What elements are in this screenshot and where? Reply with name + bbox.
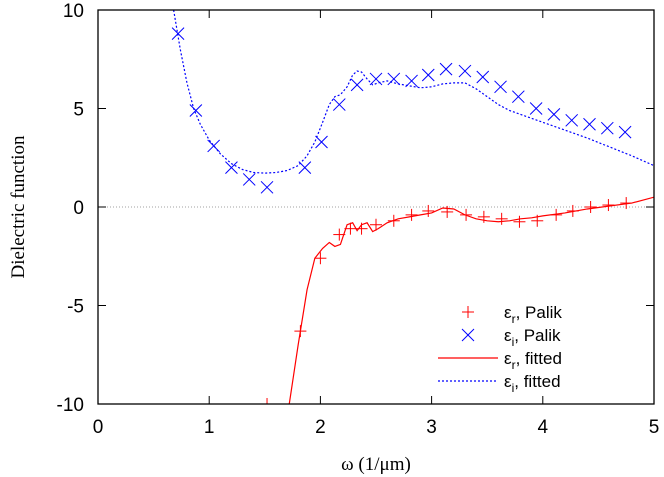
ei-palik-point	[458, 64, 472, 78]
ei-palik-point	[332, 98, 346, 111]
ei-palik-point	[494, 80, 507, 94]
ei-palik-point	[529, 102, 543, 115]
ei-palik-point	[225, 161, 238, 174]
ei-palik-point	[439, 62, 453, 76]
ei-palik-point	[547, 108, 561, 121]
er-fitted-line	[288, 196, 654, 404]
ei-fitted-line	[173, 10, 654, 174]
er-palik-point	[344, 222, 357, 235]
legend-label-ei-palik: εi, Palik	[504, 326, 561, 349]
ei-palik-point	[600, 121, 614, 135]
legend-label-er-palik: εr, Palik	[504, 303, 562, 326]
ei-palik-point	[189, 104, 203, 117]
series-1	[171, 27, 632, 194]
ei-palik-point	[260, 180, 274, 194]
ei-palik-point	[565, 113, 579, 127]
er-palik-point	[495, 212, 508, 225]
x-tick-label: 1	[204, 417, 215, 438]
ei-palik-point	[350, 78, 364, 92]
legend: εr, Palik εi, Palik εr, fitted εi, fitte…	[438, 303, 562, 395]
x-axis-title: ω (1/μm)	[341, 454, 411, 475]
ei-palik-point	[315, 135, 328, 149]
x-tick-label: 0	[93, 417, 104, 438]
legend-swatches	[438, 306, 498, 382]
series-layer	[171, 10, 654, 404]
y-tick-label: 10	[63, 1, 84, 22]
y-tick-label: -10	[57, 395, 84, 416]
er-palik-point	[584, 201, 597, 213]
series-3	[173, 10, 654, 174]
legend-label-ei-fitted: εi, fitted	[504, 372, 561, 395]
x-tick-label: 2	[315, 417, 326, 438]
ei-palik-point	[242, 173, 256, 186]
ei-palik-point	[387, 72, 401, 86]
y-axis-title: Dielectric function	[8, 135, 29, 278]
ei-palik-point	[583, 117, 596, 131]
axis-ticks	[97, 9, 655, 405]
y-tick-label: 5	[73, 100, 84, 121]
er-palik-point	[314, 252, 327, 265]
y-tick-label: -5	[67, 297, 84, 318]
ei-palik-point	[405, 74, 418, 88]
x-tick-label: 4	[538, 417, 549, 438]
legend-swatch-plus	[462, 306, 474, 318]
series-2	[288, 196, 654, 404]
legend-label-er-fitted: εr, fitted	[504, 349, 562, 372]
er-palik-point	[422, 204, 435, 217]
ei-palik-point	[298, 161, 312, 174]
legend-swatch-cross	[461, 328, 475, 342]
y-tick-labels: -10 -5 0 5 10	[57, 1, 84, 416]
ei-palik-point	[511, 90, 525, 104]
ei-palik-point	[618, 125, 632, 139]
ei-palik-point	[476, 70, 490, 84]
x-tick-labels: 0 1 2 3 4 5	[93, 417, 660, 438]
er-palik-point	[513, 215, 526, 228]
er-palik-point	[261, 398, 274, 404]
x-tick-label: 3	[426, 417, 437, 438]
ei-palik-point	[421, 68, 435, 82]
series-0	[261, 197, 633, 404]
x-tick-label: 5	[649, 417, 660, 438]
y-tick-label: 0	[73, 198, 84, 219]
plot-frame	[97, 9, 655, 405]
er-palik-point	[405, 208, 418, 221]
er-palik-point	[370, 218, 382, 231]
er-palik-point	[477, 210, 490, 223]
